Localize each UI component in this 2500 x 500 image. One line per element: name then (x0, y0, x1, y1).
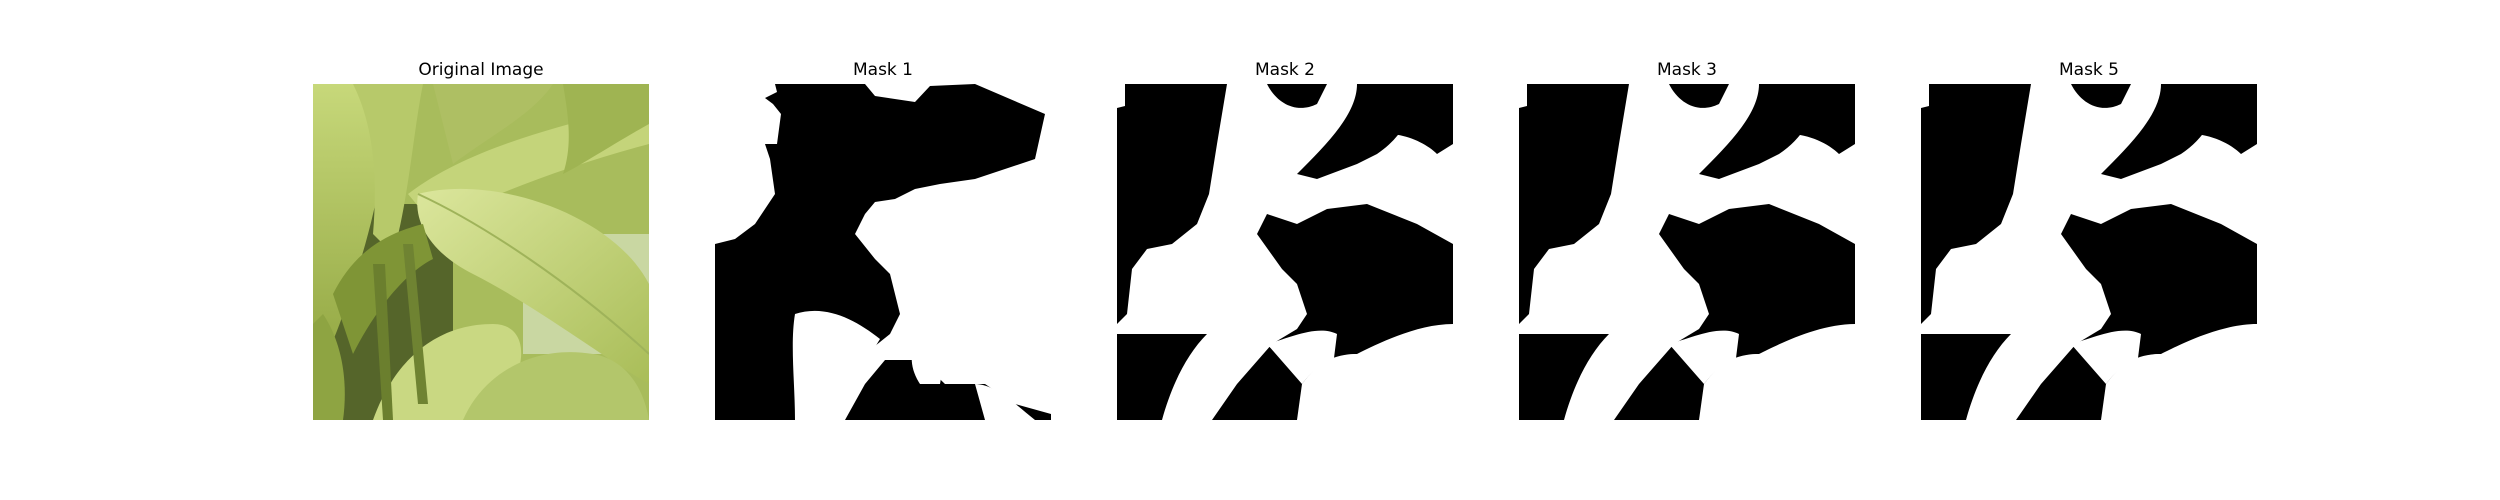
panel-title: Mask 3 (1656, 60, 1717, 80)
panel-title: Mask 5 (2058, 60, 2119, 80)
panel-title: Mask 2 (1254, 60, 1315, 80)
mask-1-image (715, 84, 1051, 420)
panel-title: Original Image (418, 60, 544, 80)
mask-2-image (1117, 84, 1453, 420)
mask-3-image (1519, 84, 1855, 420)
original-image (313, 84, 649, 420)
mask-5-image (1921, 84, 2257, 420)
panel-title: Mask 1 (852, 60, 913, 80)
